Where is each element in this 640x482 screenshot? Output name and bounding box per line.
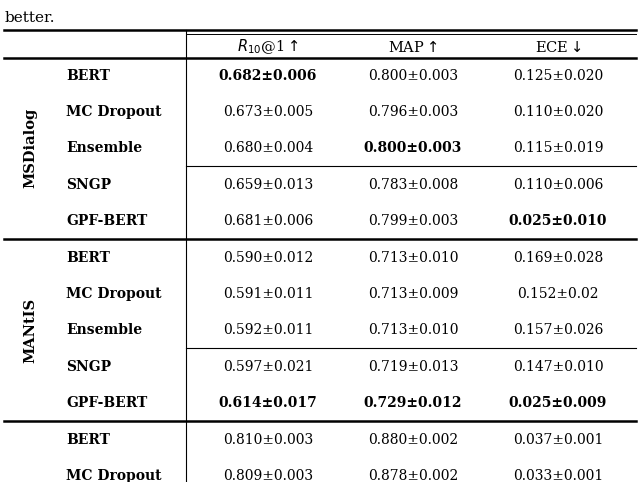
Text: 0.800±0.003: 0.800±0.003	[364, 141, 462, 155]
Text: 0.880±0.002: 0.880±0.002	[368, 433, 458, 447]
Text: $R_{10}$@1$\uparrow$: $R_{10}$@1$\uparrow$	[237, 38, 299, 56]
Text: 0.682±0.006: 0.682±0.006	[219, 69, 317, 83]
Text: GPF-BERT: GPF-BERT	[66, 214, 147, 228]
Text: 0.783±0.008: 0.783±0.008	[368, 178, 458, 192]
Text: 0.110±0.020: 0.110±0.020	[513, 105, 603, 119]
Text: MC Dropout: MC Dropout	[66, 105, 161, 119]
Text: 0.673±0.005: 0.673±0.005	[223, 105, 313, 119]
Text: 0.125±0.020: 0.125±0.020	[513, 69, 603, 83]
Text: 0.152±0.02: 0.152±0.02	[517, 287, 599, 301]
Text: 0.713±0.010: 0.713±0.010	[368, 323, 458, 337]
Text: ECE$\downarrow$: ECE$\downarrow$	[534, 40, 581, 54]
Text: 0.157±0.026: 0.157±0.026	[513, 323, 603, 337]
Text: 0.592±0.011: 0.592±0.011	[223, 323, 313, 337]
Text: 0.147±0.010: 0.147±0.010	[513, 360, 604, 374]
Text: Ensemble: Ensemble	[66, 141, 142, 155]
Text: 0.719±0.013: 0.719±0.013	[368, 360, 458, 374]
Text: 0.796±0.003: 0.796±0.003	[368, 105, 458, 119]
Text: 0.614±0.017: 0.614±0.017	[219, 396, 317, 410]
Text: SNGP: SNGP	[66, 178, 111, 192]
Text: 0.033±0.001: 0.033±0.001	[513, 469, 603, 482]
Text: 0.810±0.003: 0.810±0.003	[223, 433, 313, 447]
Text: Ensemble: Ensemble	[66, 323, 142, 337]
Text: 0.659±0.013: 0.659±0.013	[223, 178, 313, 192]
Text: MC Dropout: MC Dropout	[66, 469, 161, 482]
Text: 0.680±0.004: 0.680±0.004	[223, 141, 313, 155]
Text: 0.115±0.019: 0.115±0.019	[513, 141, 604, 155]
Text: 0.878±0.002: 0.878±0.002	[368, 469, 458, 482]
Text: 0.110±0.006: 0.110±0.006	[513, 178, 603, 192]
Text: SNGP: SNGP	[66, 360, 111, 374]
Text: 0.800±0.003: 0.800±0.003	[368, 69, 458, 83]
Text: MSDialog: MSDialog	[23, 108, 37, 188]
Text: 0.169±0.028: 0.169±0.028	[513, 251, 603, 265]
Text: 0.729±0.012: 0.729±0.012	[364, 396, 462, 410]
Text: 0.591±0.011: 0.591±0.011	[223, 287, 313, 301]
Text: 0.590±0.012: 0.590±0.012	[223, 251, 313, 265]
Text: BERT: BERT	[66, 69, 110, 83]
Text: BERT: BERT	[66, 433, 110, 447]
Text: MANtIS: MANtIS	[23, 297, 37, 362]
Text: MAP$\uparrow$: MAP$\uparrow$	[388, 40, 438, 54]
Text: 0.037±0.001: 0.037±0.001	[513, 433, 603, 447]
Text: GPF-BERT: GPF-BERT	[66, 396, 147, 410]
Text: 0.713±0.010: 0.713±0.010	[368, 251, 458, 265]
Text: 0.025±0.009: 0.025±0.009	[509, 396, 607, 410]
Text: MC Dropout: MC Dropout	[66, 287, 161, 301]
Text: 0.809±0.003: 0.809±0.003	[223, 469, 313, 482]
Text: 0.597±0.021: 0.597±0.021	[223, 360, 313, 374]
Text: 0.025±0.010: 0.025±0.010	[509, 214, 607, 228]
Text: 0.799±0.003: 0.799±0.003	[368, 214, 458, 228]
Text: BERT: BERT	[66, 251, 110, 265]
Text: 0.681±0.006: 0.681±0.006	[223, 214, 313, 228]
Text: better.: better.	[5, 11, 56, 25]
Text: 0.713±0.009: 0.713±0.009	[368, 287, 458, 301]
